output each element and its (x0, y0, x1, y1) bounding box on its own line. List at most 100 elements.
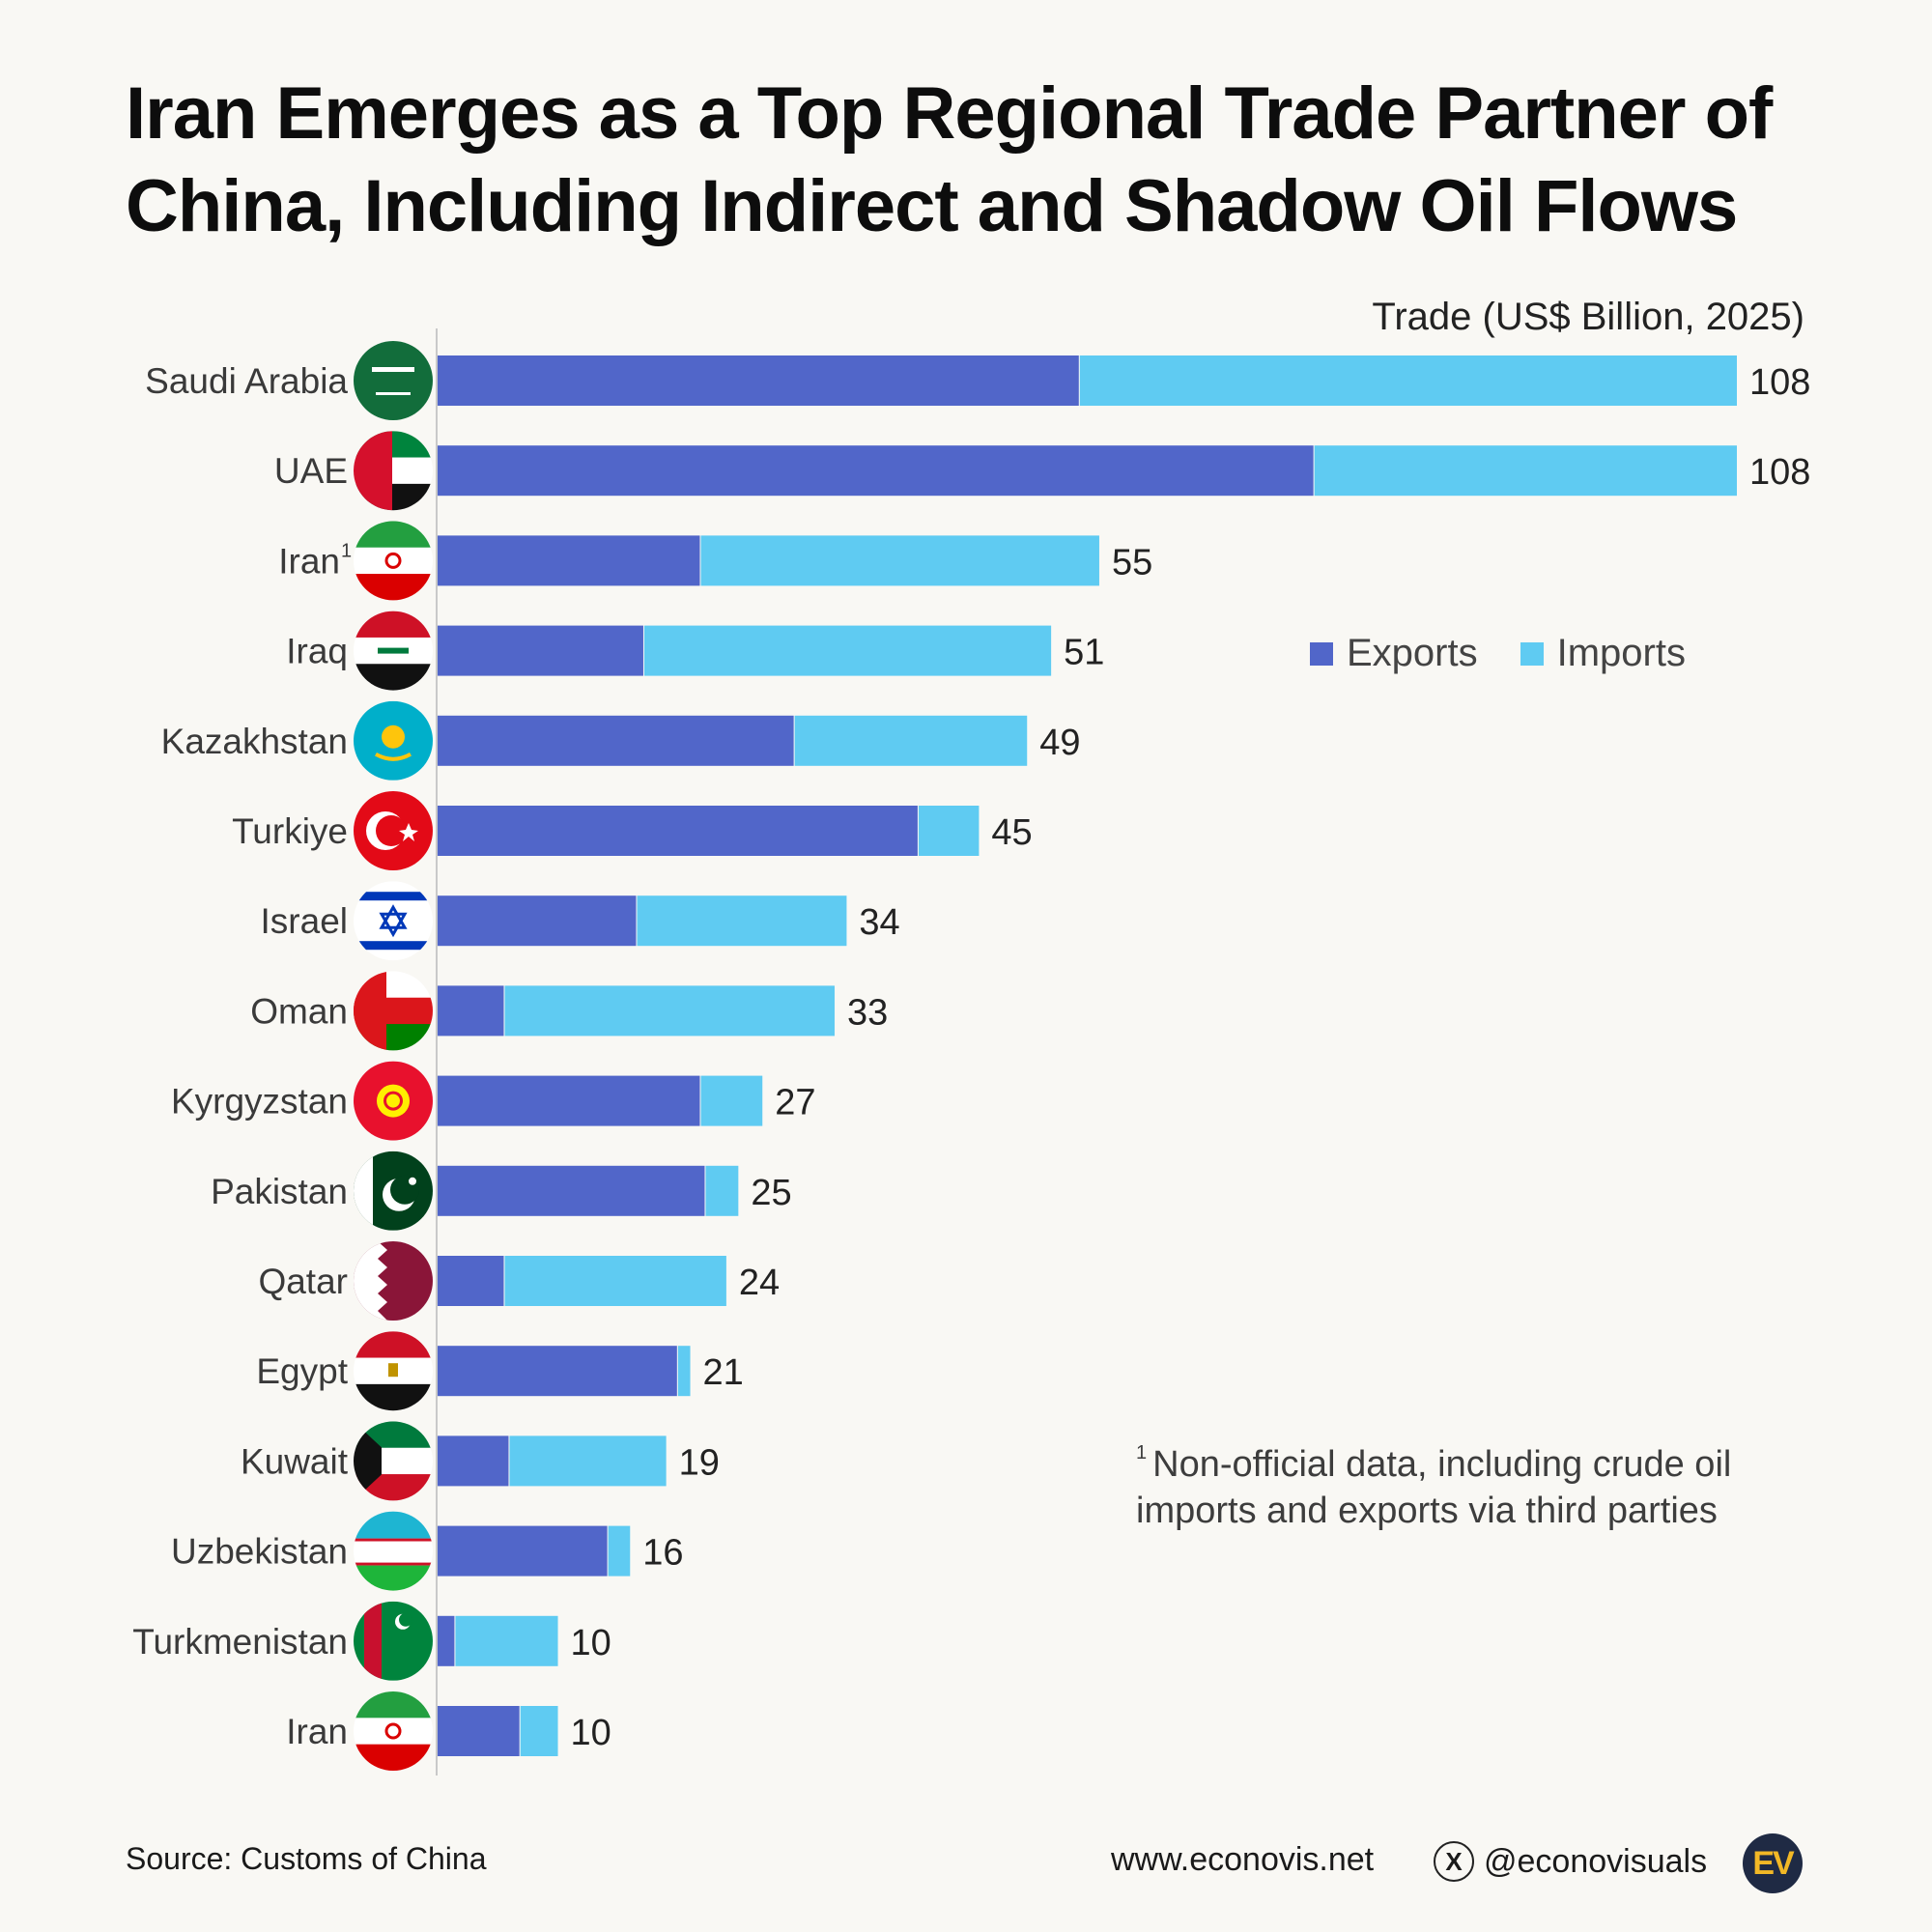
value-label: 34 (859, 902, 899, 943)
bar-imports (700, 535, 1099, 586)
econovis-logo: EV (1743, 1833, 1803, 1893)
bar-exports (438, 1706, 520, 1756)
bar-imports (509, 1435, 667, 1487)
category-label: Iran (286, 1712, 348, 1751)
bar-exports (438, 1435, 509, 1487)
bar-imports (1079, 355, 1737, 406)
value-label: 108 (1749, 452, 1810, 493)
uae-flag-icon (354, 431, 433, 511)
category-label: UAE (274, 451, 348, 491)
bar-exports (438, 1346, 677, 1397)
turkiye-flag-icon (354, 791, 433, 870)
bar-exports (438, 1256, 504, 1306)
value-label: 51 (1064, 633, 1104, 673)
category-label: Qatar (258, 1262, 348, 1301)
footnote-marker: 1 (1136, 1442, 1148, 1463)
kyrgyzstan-flag-icon (354, 1061, 433, 1141)
legend-item-imports: Imports (1520, 632, 1686, 675)
category-label: Israel (261, 901, 348, 941)
bar-imports (504, 1256, 726, 1306)
category-label: Kyrgyzstan (171, 1082, 348, 1122)
legend: Exports Imports (1310, 632, 1686, 675)
bar-exports (438, 1525, 608, 1577)
bar-imports (643, 625, 1052, 676)
bar-imports (455, 1615, 558, 1666)
legend-item-exports: Exports (1310, 632, 1478, 675)
category-label: Kazakhstan (161, 722, 348, 761)
footnote: 1 Non-official data, including crude oil … (1136, 1430, 1812, 1534)
bar-exports (438, 1615, 455, 1666)
bar-imports (918, 806, 980, 856)
footnote-line-1: Non-official data, including crude oil (1152, 1444, 1732, 1485)
bar-imports (677, 1346, 691, 1397)
category-label: Kuwait (241, 1441, 349, 1481)
social-handle[interactable]: X @econovisuals (1434, 1841, 1707, 1882)
value-label: 16 (642, 1533, 683, 1574)
category-label: Saudi Arabia (145, 361, 348, 401)
iraq-flag-icon (354, 611, 433, 691)
bar-imports (794, 715, 1028, 766)
category-label: Oman (250, 991, 348, 1031)
category-label: Iran (278, 541, 340, 581)
bar-imports (504, 985, 835, 1037)
bar-exports (438, 1165, 705, 1216)
value-label: 24 (739, 1263, 780, 1303)
bar-exports (438, 355, 1079, 406)
bar-imports (520, 1706, 558, 1756)
category-label: Iraq (286, 632, 348, 671)
social-handle-text: @econovisuals (1484, 1842, 1708, 1880)
kazakhstan-flag-icon (354, 700, 433, 781)
bar-exports (438, 445, 1314, 497)
qatar-flag-icon (354, 1241, 433, 1321)
bar-imports (637, 895, 847, 947)
value-label: 25 (751, 1173, 791, 1213)
exports-swatch (1310, 641, 1333, 666)
website-link[interactable]: www.econovis.net (1111, 1841, 1375, 1878)
value-label: 10 (571, 1713, 611, 1753)
value-label: 27 (775, 1083, 815, 1123)
category-label: Egypt (256, 1351, 348, 1391)
category-label: Pakistan (211, 1172, 348, 1211)
bar-exports (438, 985, 504, 1037)
x-logo-icon: X (1434, 1841, 1474, 1882)
bar-exports (438, 1075, 700, 1126)
bar-exports (438, 535, 700, 586)
value-label: 19 (679, 1442, 720, 1483)
footnote-line-2: imports and exports via third parties (1136, 1491, 1718, 1531)
oman-flag-icon (354, 971, 433, 1051)
value-label: 21 (703, 1352, 744, 1393)
iran-flag-icon (354, 521, 433, 601)
category-label: Uzbekistan (171, 1532, 348, 1572)
legend-exports-label: Exports (1347, 632, 1478, 674)
bar-exports (438, 895, 637, 947)
bar-imports (608, 1525, 631, 1577)
imports-swatch (1520, 641, 1544, 666)
value-label: 55 (1112, 542, 1152, 582)
egypt-flag-icon (354, 1331, 433, 1411)
bar-imports (700, 1075, 763, 1126)
value-label: 49 (1039, 723, 1080, 763)
value-label: 33 (847, 992, 888, 1033)
title-line-1: Iran Emerges as a Top Regional Trade Par… (126, 72, 1773, 155)
source-note: Source: Customs of China (126, 1841, 487, 1876)
bar-exports (438, 715, 794, 766)
value-label: 10 (571, 1623, 611, 1663)
saudi-arabia-flag-icon (354, 341, 433, 420)
pakistan-flag-icon (354, 1151, 433, 1231)
legend-imports-label: Imports (1556, 632, 1686, 674)
category-label: Turkmenistan (132, 1622, 348, 1662)
turkmenistan-flag-icon (354, 1601, 433, 1681)
category-label: Turkiye (232, 811, 348, 851)
uzbekistan-flag-icon (354, 1511, 433, 1591)
bar-exports (438, 806, 918, 856)
value-label: 108 (1749, 362, 1810, 403)
value-label: 45 (991, 812, 1032, 853)
axis-title: Trade (US$ Billion, 2025) (1372, 296, 1804, 338)
footnote-ref-marker: 1 (341, 540, 352, 561)
chart-title: Iran Emerges as a Top Regional Trade Par… (126, 68, 1826, 253)
israel-flag-icon (354, 881, 433, 961)
bar-imports (1314, 445, 1737, 497)
bar-exports (438, 625, 643, 676)
bar-imports (705, 1165, 739, 1216)
iran-flag-icon (354, 1691, 433, 1771)
